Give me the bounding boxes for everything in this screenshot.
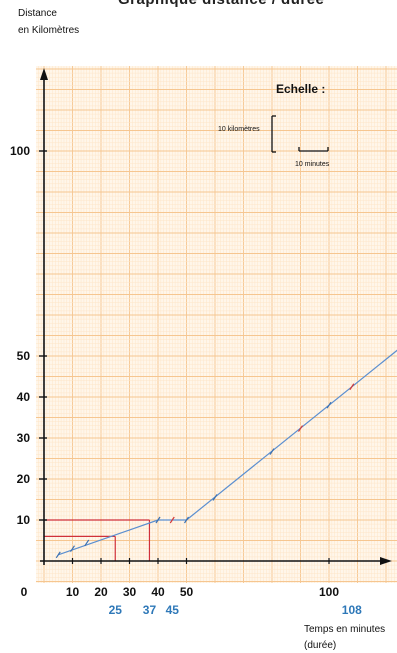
red-marker-1 <box>298 425 303 432</box>
graph-paper <box>36 66 397 583</box>
blue-marker-6 <box>269 448 275 455</box>
scale-min-label: 10 minutes <box>295 161 330 168</box>
blue-marker-5 <box>212 494 218 501</box>
x-tick-label-100: 100 <box>319 585 339 599</box>
x-tick-label-0: 0 <box>21 585 28 599</box>
series-segment-0-0 <box>58 519 159 556</box>
blue-marker-3 <box>155 516 161 524</box>
reading-lines <box>44 519 151 561</box>
x-tick-label-20: 20 <box>94 585 108 599</box>
y-tick-label-100: 100 <box>10 144 30 158</box>
y-tick-label-50: 50 <box>17 349 31 363</box>
grid <box>36 66 397 583</box>
blue-marker-0 <box>55 551 61 559</box>
cut-title: Graphique distance / durée <box>118 0 324 8</box>
x-tick-label-30: 30 <box>123 585 137 599</box>
y-tick-label-20: 20 <box>17 472 31 486</box>
y-tick-label-10: 10 <box>17 513 31 527</box>
y-tick-label-40: 40 <box>17 390 31 404</box>
x-axis-label-line1: Temps en minutes <box>304 624 386 635</box>
blue-marker-2 <box>84 539 90 547</box>
x-axis-arrow <box>380 557 392 565</box>
markers <box>55 383 355 559</box>
y-tick-label-30: 30 <box>17 431 31 445</box>
x-highlight-label-108: 108 <box>342 603 362 617</box>
blue-marker-1 <box>70 545 75 553</box>
x-tick-label-10: 10 <box>66 585 80 599</box>
x-axis-label-line2: (durée) <box>304 640 337 651</box>
red-marker-0 <box>169 516 175 524</box>
tick-labels: 10 20 30 40 50 100 0 10 20 30 40 50 100 25 37 45 108 <box>10 144 362 617</box>
y-axis-label-line2: en Kilomètres <box>18 25 80 36</box>
axes <box>39 68 392 565</box>
blue-marker-4 <box>184 516 189 524</box>
scale-legend: Echelle : 10 kilomètres 10 minutes <box>218 82 330 168</box>
x-tick-label-40: 40 <box>151 585 165 599</box>
blue-marker-7 <box>326 401 332 409</box>
x-highlight-label-25: 25 <box>109 603 123 617</box>
x-tick-label-50: 50 <box>180 585 194 599</box>
y-axis-label-line1: Distance <box>18 8 57 19</box>
series-segment-0-2 <box>186 349 397 521</box>
x-highlight-label-45: 45 <box>166 603 180 617</box>
red-marker-2 <box>349 383 355 391</box>
scale-km-label: 10 kilomètres <box>218 126 260 133</box>
y-axis-arrow <box>40 68 48 80</box>
x-highlight-label-37: 37 <box>143 603 157 617</box>
scale-title: Echelle : <box>276 82 325 96</box>
